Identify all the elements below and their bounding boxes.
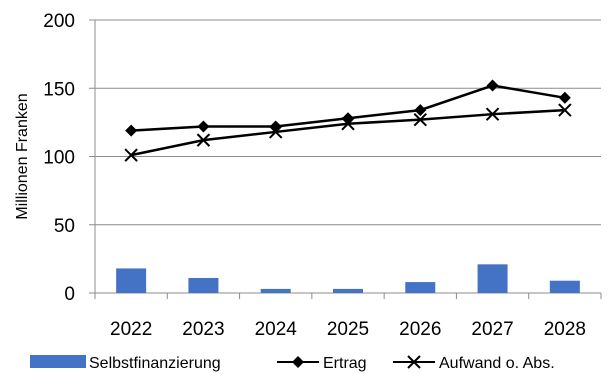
bar-selbstfinanzierung xyxy=(405,282,436,293)
y-tick-label: 100 xyxy=(43,148,75,169)
marker-x xyxy=(124,148,138,162)
y-tick-labels: 0 50 100 150 200 xyxy=(43,11,75,305)
x-tick-label: 2023 xyxy=(182,319,224,340)
x-tick-label: 2027 xyxy=(471,319,513,340)
y-tick-label: 50 xyxy=(54,216,75,237)
x-tick-label: 2025 xyxy=(327,319,369,340)
marker-diamond xyxy=(292,356,304,368)
bar-selbstfinanzierung xyxy=(260,288,291,293)
marker-x xyxy=(269,125,283,139)
bar-selbstfinanzierung xyxy=(477,264,508,293)
marker-x xyxy=(485,107,500,121)
x-tick-label: 2022 xyxy=(110,319,152,340)
bar-selbstfinanzierung xyxy=(188,277,219,293)
legend-label: Selbstfinanzierung xyxy=(89,355,221,372)
marker-diamond xyxy=(125,124,138,137)
bar-selbstfinanzierung xyxy=(333,288,363,293)
x-tick-label: 2026 xyxy=(399,319,441,340)
bar-selbstfinanzierung xyxy=(549,280,580,293)
y-tick-label: 200 xyxy=(43,11,75,32)
legend-label: Aufwand o. Abs. xyxy=(439,355,555,372)
x-tick-label: 2028 xyxy=(544,319,586,340)
y-axis-label: Millionen Franken xyxy=(14,93,31,219)
bar-series xyxy=(116,264,580,293)
marker-x xyxy=(413,112,427,127)
marker-diamond xyxy=(414,104,427,117)
marker-diamond xyxy=(486,79,499,92)
marker-x xyxy=(558,103,572,117)
legend: Selbstfinanzierung Ertrag Aufwand o. Abs. xyxy=(30,355,555,372)
gridlines xyxy=(89,19,601,294)
marker-diamond xyxy=(558,91,571,104)
marker-x xyxy=(196,133,211,147)
marker-diamond xyxy=(197,120,210,133)
legend-label: Ertrag xyxy=(323,355,367,372)
bar-selbstfinanzierung xyxy=(116,268,147,293)
x-tick-labels: 2022 2023 2024 2025 2026 2027 2028 xyxy=(94,293,602,340)
legend-swatch-bar xyxy=(30,355,86,368)
marker-x xyxy=(341,117,355,131)
y-tick-label: 0 xyxy=(64,284,75,305)
marker-x xyxy=(407,355,421,369)
line-series xyxy=(124,79,572,162)
x-tick-label: 2024 xyxy=(255,319,298,340)
y-tick-label: 150 xyxy=(43,79,75,100)
